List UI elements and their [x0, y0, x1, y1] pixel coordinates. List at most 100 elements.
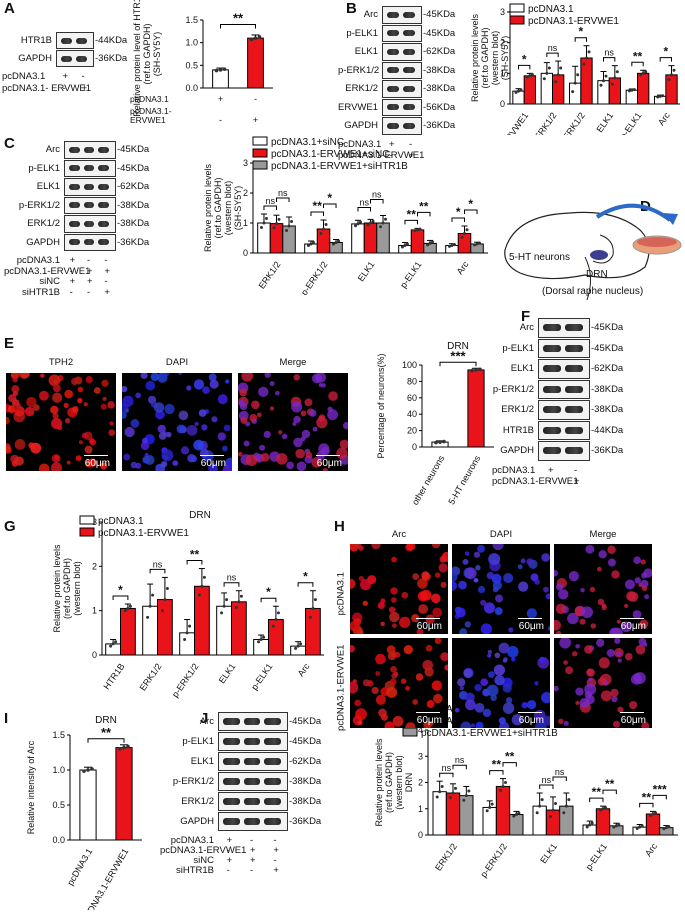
scale-bar — [416, 711, 440, 713]
row-label: pcDNA3.1-ERVWE1 — [335, 644, 347, 731]
blot-band — [387, 30, 399, 37]
data-dot — [218, 68, 223, 72]
data-dot — [615, 70, 619, 74]
blot-band — [98, 220, 109, 227]
bar — [595, 808, 611, 836]
cell-spot — [178, 410, 189, 421]
y-tick-label: 4 — [418, 725, 423, 735]
cell-spot — [350, 620, 360, 632]
scale-bar — [200, 454, 224, 456]
legend-label: pcDNA3.1-ERVWE1+siNC — [271, 149, 389, 160]
condition-mark: + — [81, 83, 88, 94]
cell-spot — [431, 544, 441, 549]
cell-spot — [135, 392, 141, 399]
scale-bar — [620, 711, 644, 713]
cell-spot — [71, 377, 79, 386]
sig-label: ** — [407, 207, 417, 221]
blot-kda-label: -38KDa — [117, 199, 150, 211]
y-tick-label: 2 — [92, 561, 97, 571]
cell-spot — [40, 373, 45, 378]
column-title: Merge — [589, 529, 617, 540]
x-tick-label: p-ELK1 — [584, 842, 609, 872]
cell-spot — [611, 627, 623, 634]
cell-spot — [275, 390, 280, 396]
cell-spot — [431, 593, 441, 604]
cell-spot — [339, 439, 348, 450]
data-dot — [371, 219, 375, 223]
sig-label: ** — [642, 790, 652, 804]
cell-spot — [85, 459, 93, 468]
cell-spot — [75, 455, 82, 462]
sig-bracket — [603, 57, 616, 62]
x-tick-label: p-ERK1/2 — [170, 662, 201, 700]
blot-band — [98, 239, 109, 246]
x-tick-label: Arc — [455, 259, 471, 276]
blot-kda-label: -36KDa — [591, 445, 624, 457]
data-dot — [381, 221, 385, 225]
image-title: DAPI — [165, 357, 189, 368]
microscopy-e-tph2: 60μm — [6, 373, 116, 471]
data-dot — [576, 73, 580, 77]
cell-spot — [416, 628, 424, 634]
scale-bar-label: 60μm — [620, 621, 646, 632]
cell-spot — [11, 385, 20, 393]
sig-bracket — [310, 211, 324, 216]
data-dot — [447, 244, 451, 248]
data-dot — [542, 77, 546, 81]
data-dot — [126, 744, 130, 749]
cell-spot — [508, 627, 514, 633]
bar — [410, 229, 425, 254]
data-dot — [400, 245, 404, 249]
cell-spot — [208, 373, 217, 382]
cell-spot — [539, 656, 546, 663]
blot-row-label: ELK1 — [354, 46, 378, 58]
cell-spot — [607, 545, 616, 554]
blot-row-label: ERK1/2 — [27, 218, 60, 230]
cell-spot — [54, 455, 60, 461]
bar — [509, 814, 524, 836]
blot-strip — [218, 752, 288, 771]
cell-spot — [362, 600, 368, 606]
cell-spot — [611, 570, 620, 579]
condition-mark: + — [253, 115, 258, 125]
cell-spot — [633, 556, 642, 565]
blot-row-label: ERK1/2 — [181, 796, 214, 807]
x-tick-label: ERK1/2 — [433, 842, 459, 873]
cell-spot — [425, 614, 435, 624]
sig-bracket — [652, 794, 667, 800]
y-axis-label: Relative protein levels — [52, 544, 62, 633]
cell-spot — [579, 698, 590, 709]
sig-bracket — [370, 199, 384, 204]
cell-spot — [140, 373, 148, 379]
sig-bracket — [260, 597, 277, 603]
cell-spot — [555, 630, 562, 634]
sig-bracket — [220, 24, 256, 29]
blot-band — [69, 202, 80, 209]
y-tick-label: 0 — [243, 248, 248, 258]
blot-band — [403, 67, 415, 74]
blot-band — [243, 798, 261, 805]
blot-kda-label: -45KDa — [289, 736, 322, 747]
cell-spot — [238, 451, 243, 457]
blot-band — [403, 104, 415, 111]
cell-spot — [460, 721, 472, 728]
data-dot — [353, 224, 357, 228]
y-axis-label: (ref.to GAPDH) — [142, 23, 152, 84]
data-dot — [559, 66, 563, 70]
cell-spot — [417, 591, 428, 602]
blot-strip — [382, 6, 422, 24]
cell-spot — [278, 430, 283, 435]
bar — [467, 369, 485, 448]
cell-spot — [580, 588, 585, 593]
cell-spot — [6, 416, 10, 425]
x-tick-label: p-ELK1 — [618, 111, 643, 135]
blot-kda-label: -45KDa — [423, 27, 456, 39]
condition-label: pcDNA3.1 — [170, 835, 214, 846]
blot-strip — [64, 159, 116, 177]
cell-spot — [130, 419, 140, 428]
cell-spot — [554, 619, 561, 631]
cell-spot — [589, 586, 596, 593]
y-axis-label: Relative protein levels — [203, 163, 213, 252]
cell-spot — [597, 677, 607, 686]
sig-label: * — [663, 45, 668, 59]
